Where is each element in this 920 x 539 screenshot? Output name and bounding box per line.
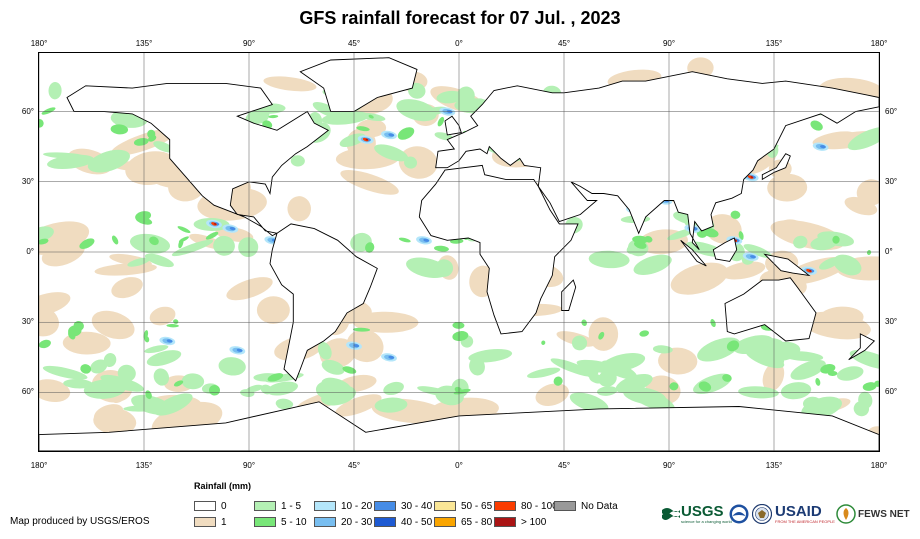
tick-label: 90° (242, 39, 256, 48)
legend-swatch (434, 501, 456, 511)
legend-label: 30 - 40 (401, 501, 433, 512)
usaid-tagline: FROM THE AMERICAN PEOPLE (775, 519, 835, 524)
landmass-sumatra (680, 239, 707, 267)
legend-label: 40 - 50 (401, 517, 433, 528)
tick-label: 0° (26, 247, 34, 256)
tick-label: 135° (135, 461, 153, 470)
landmass-south-america (269, 223, 378, 382)
map-canvas (39, 53, 879, 451)
fewsnet-text: FEWS NET (858, 508, 910, 520)
tick-label: 30° (885, 176, 898, 186)
tick-label: 45° (557, 39, 571, 48)
tick-label: 90° (242, 461, 256, 470)
landmass-new-zealand (848, 333, 876, 361)
usgs-text: USGS (681, 503, 724, 520)
landmass-japan (761, 153, 791, 181)
usgs-tagline: science for a changing world (681, 519, 732, 524)
credit-text: Map produced by USGS/EROS (10, 516, 150, 527)
usgs-wave-icon (662, 508, 680, 520)
tick-label: 135° (765, 39, 783, 48)
legend-label: 0 (221, 501, 227, 512)
legend-label: 65 - 80 (461, 517, 493, 528)
tick-label: 180° (870, 39, 888, 48)
landmass-greenland (299, 57, 418, 112)
tick-label: 30° (885, 317, 898, 327)
usgs-logo: USGS science for a changing world (662, 501, 732, 527)
tick-label: 30° (21, 176, 34, 186)
legend-swatch (494, 501, 516, 511)
legend-swatch (314, 501, 336, 511)
legend-label: > 100 (521, 517, 547, 528)
tick-label: 60° (885, 387, 898, 397)
legend-swatch (254, 517, 276, 527)
tick-label: 0° (885, 247, 893, 256)
legend-swatch (434, 517, 456, 527)
legend-label: 50 - 65 (461, 501, 493, 512)
usaid-text: USAID (775, 503, 822, 520)
tick-label: 90° (662, 461, 676, 470)
tick-label: 135° (765, 461, 783, 470)
usaid-logo: USAID FROM THE AMERICAN PEOPLE (775, 501, 835, 527)
tick-label: 60° (21, 106, 34, 116)
state-seal-icon (752, 504, 772, 524)
legend-swatch (374, 501, 396, 511)
legend-swatch (254, 501, 276, 511)
landmass-new-guinea (763, 253, 811, 277)
tick-label: 180° (30, 39, 48, 48)
tick-label: 45° (347, 39, 361, 48)
fewsnet-leaf-icon (836, 504, 856, 524)
tick-label: 180° (870, 461, 888, 470)
legend-label: No Data (581, 501, 618, 512)
tick-label: 0° (455, 39, 463, 48)
landmass-australia (724, 277, 817, 342)
legend-swatch (494, 517, 516, 527)
legend-title: Rainfall (mm) (194, 481, 252, 491)
legend-label: 1 - 5 (281, 501, 302, 512)
noaa-seal-icon (729, 504, 749, 524)
legend-swatch (194, 501, 216, 511)
rainfall-map (38, 52, 880, 452)
landmass-borneo (712, 237, 738, 262)
landmass-madagascar (561, 279, 577, 311)
noaa-logo (729, 501, 749, 527)
tick-label: 30° (21, 317, 34, 327)
legend-label: 5 - 10 (281, 517, 307, 528)
legend-label: 80 - 100 (521, 501, 558, 512)
tick-label: 45° (557, 461, 571, 470)
tick-label: 0° (455, 461, 463, 470)
legend-swatch (194, 517, 216, 527)
legend-swatch (374, 517, 396, 527)
tick-label: 60° (21, 387, 34, 397)
graticule (39, 53, 879, 451)
tick-label: 180° (30, 461, 48, 470)
legend-swatch (314, 517, 336, 527)
tick-label: 90° (662, 39, 676, 48)
tick-label: 60° (885, 106, 898, 116)
state-dept-logo (752, 501, 772, 527)
legend-label: 10 - 20 (341, 501, 373, 512)
fewsnet-logo: FEWS NET (836, 501, 910, 527)
legend-label: 1 (221, 517, 227, 528)
tick-label: 45° (347, 461, 361, 470)
map-title: GFS rainfall forecast for 07 Jul. , 2023 (299, 8, 621, 28)
landmass-eurasia (435, 71, 879, 251)
legend-swatch (554, 501, 576, 511)
tick-label: 135° (135, 39, 153, 48)
legend-label: 20 - 30 (341, 517, 373, 528)
